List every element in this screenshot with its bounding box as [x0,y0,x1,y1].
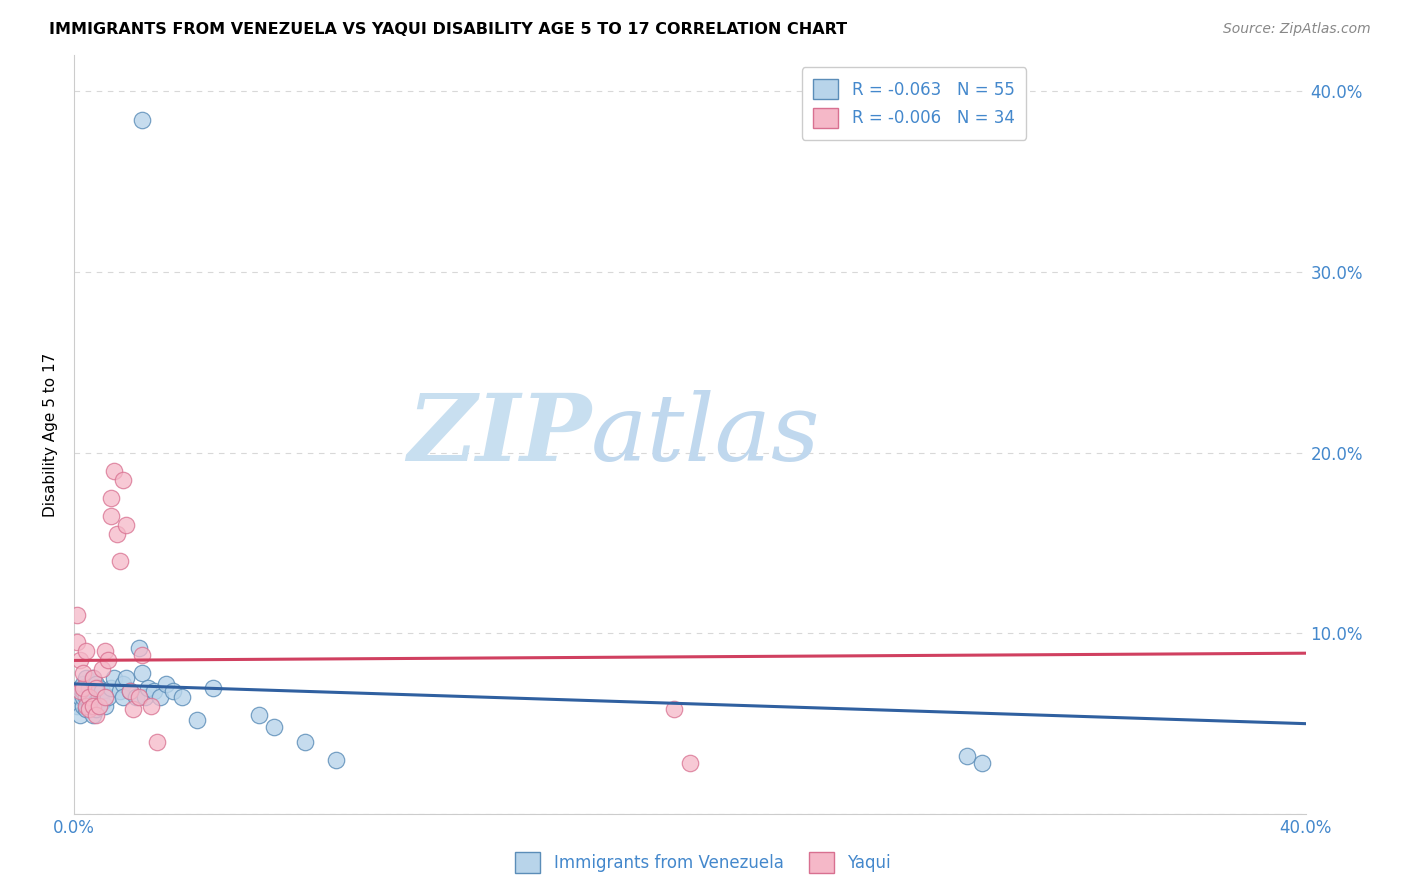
Point [87,698,110,713]
Point [75,672,97,686]
Point [75,698,97,713]
Point [972,756,994,771]
Point [124,690,146,704]
Point [128,690,150,704]
Point [69,690,91,704]
Legend: Immigrants from Venezuela, Yaqui: Immigrants from Venezuela, Yaqui [509,846,897,880]
Point [100,681,122,695]
Point [134,690,156,704]
Point [79,702,101,716]
Point [170,690,193,704]
Point [79,681,101,695]
Y-axis label: Disability Age 5 to 17: Disability Age 5 to 17 [44,352,58,516]
Point [82,707,104,722]
Point [115,672,138,686]
Point [149,690,172,704]
Point [94,644,117,658]
Point [69,653,91,667]
Point [155,677,177,691]
Point [79,690,101,704]
Point [82,698,104,713]
Point [103,672,125,686]
Point [112,473,135,487]
Point [131,648,153,662]
Point [131,113,153,128]
Point [97,690,120,704]
Text: Source: ZipAtlas.com: Source: ZipAtlas.com [1223,22,1371,37]
Point [121,702,143,716]
Point [201,681,224,695]
Point [72,677,94,691]
Point [66,698,89,713]
Point [72,690,94,704]
Point [956,749,979,764]
Point [94,690,117,704]
Point [72,698,94,713]
Point [84,702,107,716]
Point [118,684,141,698]
Point [146,735,169,749]
Point [294,735,316,749]
Point [84,707,107,722]
Point [82,672,104,686]
Point [87,681,110,695]
Point [110,554,132,568]
Point [82,672,104,686]
Point [143,684,166,698]
Point [115,517,138,532]
Point [186,713,208,727]
Point [679,756,702,771]
Point [66,686,89,700]
Point [84,695,107,709]
Point [87,698,110,713]
Point [75,690,97,704]
Point [82,698,104,713]
Point [100,508,122,523]
Point [664,702,686,716]
Point [131,666,153,681]
Point [128,640,150,655]
Legend: R = -0.063   N = 55, R = -0.006   N = 34: R = -0.063 N = 55, R = -0.006 N = 34 [801,67,1026,140]
Point [112,690,135,704]
Point [118,684,141,698]
Point [110,684,132,698]
Point [90,684,112,698]
Point [72,681,94,695]
Point [263,720,285,734]
Point [97,653,120,667]
Text: ZIP: ZIP [408,390,592,480]
Point [136,681,159,695]
Point [69,681,91,695]
Text: atlas: atlas [592,390,821,480]
Point [100,491,122,505]
Point [69,684,91,698]
Point [94,698,117,713]
Point [79,690,101,704]
Point [84,677,107,691]
Point [90,663,112,677]
Point [90,695,112,709]
Point [69,707,91,722]
Point [79,698,101,713]
Point [72,666,94,681]
Point [325,753,347,767]
Point [139,698,162,713]
Point [75,644,97,658]
Point [75,702,97,716]
Point [87,690,110,704]
Point [72,684,94,698]
Text: IMMIGRANTS FROM VENEZUELA VS YAQUI DISABILITY AGE 5 TO 17 CORRELATION CHART: IMMIGRANTS FROM VENEZUELA VS YAQUI DISAB… [49,22,848,37]
Point [66,635,89,649]
Point [82,690,104,704]
Point [84,681,107,695]
Point [66,608,89,623]
Point [105,527,128,541]
Point [112,677,135,691]
Point [162,684,184,698]
Point [247,707,270,722]
Point [103,464,125,478]
